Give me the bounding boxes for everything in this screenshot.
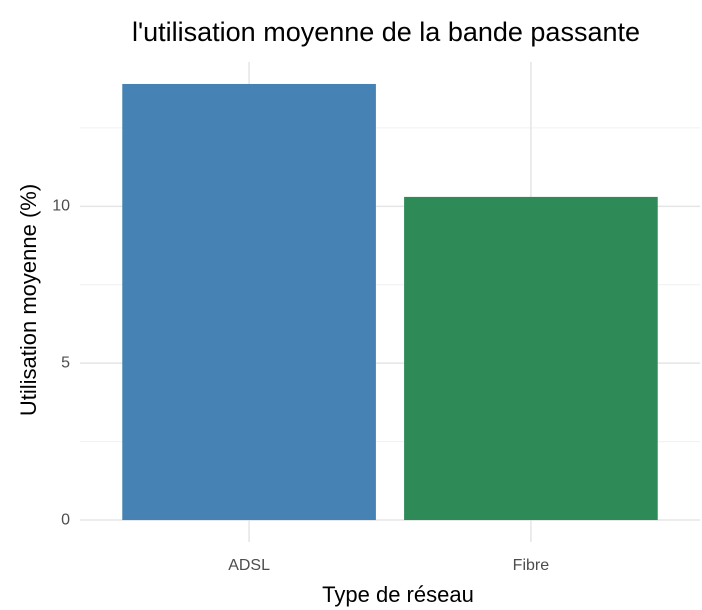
y-tick-label: 10 [52,198,70,215]
y-axis-title: Utilisation moyenne (%) [16,184,41,416]
bar [122,83,376,521]
x-tick-label: Fibre [513,557,550,574]
chart-title: l'utilisation moyenne de la bande passan… [132,17,640,47]
y-tick-label: 0 [61,511,70,528]
y-tick-label: 5 [61,354,70,371]
x-axis-title: Type de réseau [322,582,474,607]
bar [404,196,658,521]
x-tick-label: ADSL [228,557,270,574]
